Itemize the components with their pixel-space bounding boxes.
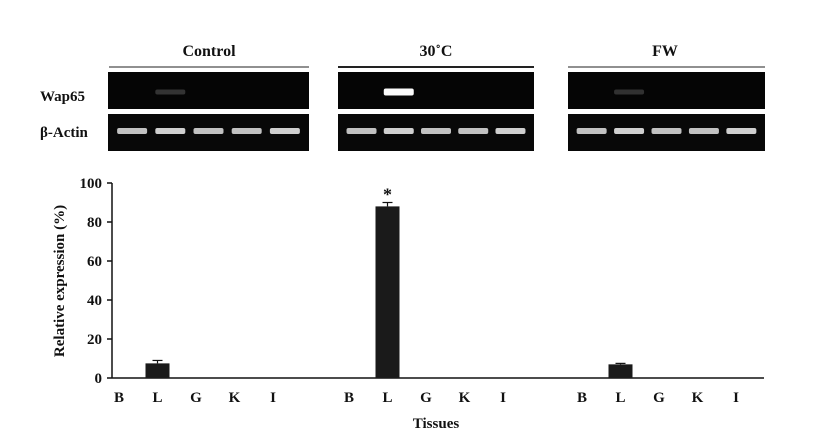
y-axis-label: Relative expression (%)	[52, 205, 68, 357]
actin-band	[117, 128, 148, 134]
actin-band	[193, 128, 224, 134]
actin-band	[155, 128, 186, 134]
bar	[608, 364, 633, 378]
actin-band	[231, 128, 262, 134]
actin-band	[458, 128, 489, 134]
wap65-band	[383, 88, 414, 96]
actin-band	[614, 128, 645, 134]
x-tick-label: L	[152, 390, 162, 406]
gel-panel-30c-wap65	[338, 72, 534, 109]
actin-band	[421, 128, 451, 134]
x-tick-label: B	[114, 390, 124, 406]
y-tick-label: 60	[87, 254, 102, 270]
gel-panels	[108, 72, 765, 151]
actin-band	[726, 128, 757, 134]
y-tick-label: 100	[80, 176, 103, 192]
wap65-band	[614, 89, 645, 95]
x-tick-label: G	[653, 390, 665, 406]
gel-panel-control-wap65	[108, 72, 309, 109]
actin-band	[651, 128, 682, 134]
actin-band	[383, 128, 414, 134]
x-tick-label: G	[420, 390, 432, 406]
wap65-band	[155, 89, 186, 95]
x-tick-label: I	[733, 390, 739, 406]
bar-chart: 0 20 40 60 80 100 B L G K I B L G K I B L G K I * Tissues R…	[52, 176, 764, 432]
x-axis-label: Tissues	[413, 416, 460, 432]
x-tick-label: K	[229, 390, 241, 406]
y-tick-label: 40	[87, 293, 102, 309]
significance-asterisk: *	[383, 185, 392, 205]
actin-band	[495, 128, 526, 134]
x-tick-label: K	[459, 390, 471, 406]
x-tick-label: B	[344, 390, 354, 406]
x-tick-label: G	[190, 390, 202, 406]
y-tick-label: 80	[87, 215, 102, 231]
x-tick-label: K	[692, 390, 704, 406]
y-tick-label: 20	[87, 332, 102, 348]
x-tick-label: L	[382, 390, 392, 406]
actin-band	[346, 128, 377, 134]
gel-panel-fw-wap65	[568, 72, 765, 109]
y-ticks: 0 20 40 60 80 100	[80, 176, 112, 387]
actin-band	[269, 128, 300, 134]
actin-band	[576, 128, 607, 134]
row-label-wap65: Wap65	[40, 89, 85, 105]
bar	[375, 206, 400, 378]
gel-header-control: Control	[182, 43, 236, 60]
x-tick-label: I	[270, 390, 276, 406]
x-tick-label: B	[577, 390, 587, 406]
gel-bands	[117, 88, 757, 134]
gel-header-30c: 30˚C	[420, 43, 453, 60]
gel-header-fw: FW	[652, 43, 678, 60]
bars: *	[145, 185, 633, 378]
y-tick-label: 0	[95, 371, 103, 387]
row-label-beta-actin: β-Actin	[40, 125, 89, 141]
x-tick-label: I	[500, 390, 506, 406]
bar	[145, 363, 170, 378]
actin-band	[688, 128, 719, 134]
x-tick-label: L	[615, 390, 625, 406]
